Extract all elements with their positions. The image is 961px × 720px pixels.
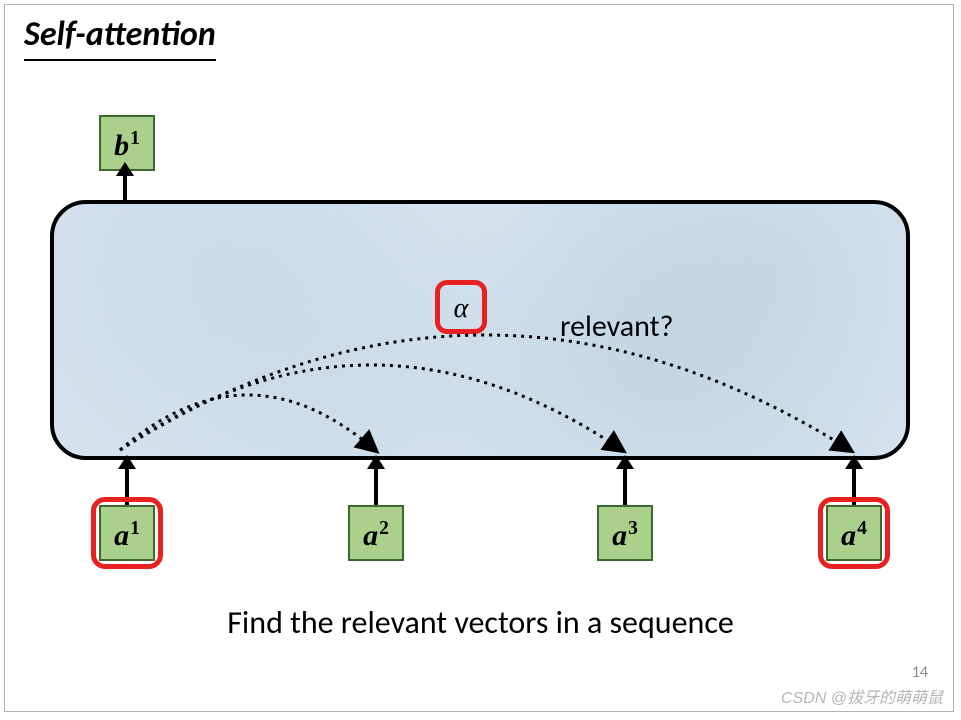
node-label-sup: 4 — [857, 518, 867, 539]
alpha-label: α — [454, 293, 469, 324]
input-node-a1: a1 — [99, 505, 155, 561]
relevant-text: relevant? — [560, 308, 674, 345]
arrow-a3-in — [623, 467, 627, 505]
node-label-base: a — [363, 519, 378, 552]
slide-number: 14 — [912, 663, 928, 682]
node-label-base: a — [841, 519, 856, 552]
node-label-sup: 3 — [628, 518, 638, 539]
input-node-a4: a4 — [826, 505, 882, 561]
watermark: CSDN @拔牙的萌萌鼠 — [781, 684, 943, 708]
arrow-b1-out — [123, 174, 127, 200]
node-label-sup: 1 — [130, 128, 140, 149]
node-label-base: a — [612, 519, 627, 552]
slide-title: Self-attention — [24, 14, 216, 61]
arrow-a2-in — [374, 467, 378, 505]
slide-caption: Find the relevant vectors in a sequence — [0, 603, 961, 642]
node-label-sup: 1 — [130, 518, 140, 539]
input-node-a2: a2 — [348, 505, 404, 561]
input-node-a3: a3 — [597, 505, 653, 561]
node-label-base: a — [114, 519, 129, 552]
alpha-score-box: α — [435, 280, 487, 334]
node-label-base: b — [114, 129, 129, 162]
node-label-sup: 2 — [379, 518, 389, 539]
